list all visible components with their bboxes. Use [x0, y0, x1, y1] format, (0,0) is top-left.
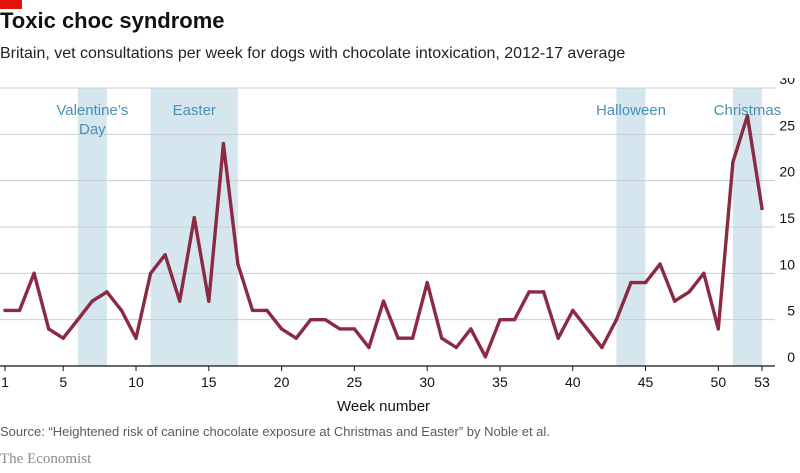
x-axis-title: Week number [337, 398, 430, 415]
x-tick-label-50: 50 [711, 374, 727, 390]
x-tick-label-35: 35 [492, 374, 508, 390]
data-point-week-3 [32, 271, 36, 276]
x-tick-label-10: 10 [128, 374, 144, 390]
data-point-week-31 [440, 336, 444, 340]
data-point-week-26 [367, 345, 371, 350]
x-tick-label-53: 53 [754, 374, 770, 390]
x-tick-label-15: 15 [201, 374, 217, 390]
x-tick-label-5: 5 [59, 374, 67, 390]
source-note: Source: “Heightened risk of canine choco… [0, 424, 550, 439]
data-point-week-30 [425, 280, 429, 285]
data-point-week-2 [17, 308, 22, 313]
y-tick-label-15: 15 [779, 210, 795, 226]
data-point-week-49 [702, 271, 706, 276]
y-tick-label-30: 30 [779, 78, 795, 87]
data-point-week-27 [381, 299, 386, 303]
data-point-week-52 [745, 114, 750, 118]
x-tick-label-1: 1 [1, 374, 9, 390]
data-point-week-48 [687, 290, 691, 294]
economist-logo: The Economist [0, 451, 92, 467]
data-point-week-13 [177, 299, 182, 303]
y-tick-label-10: 10 [779, 256, 795, 272]
data-point-week-4 [46, 327, 51, 331]
x-tick-label-45: 45 [638, 374, 654, 390]
data-point-week-21 [294, 336, 298, 340]
data-point-week-25 [352, 327, 357, 331]
y-tick-label-0: 0 [787, 349, 795, 365]
data-point-week-10 [134, 336, 138, 340]
data-point-week-37 [527, 290, 531, 294]
chart-subtitle: Britain, vet consultations per week for … [0, 45, 626, 62]
y-tick-label-5: 5 [787, 303, 795, 319]
data-point-week-46 [658, 262, 662, 266]
data-point-week-40 [571, 308, 575, 313]
data-point-week-9 [119, 308, 124, 313]
data-point-week-35 [498, 317, 502, 322]
data-point-week-33 [469, 327, 473, 331]
y-tick-label-25: 25 [779, 117, 795, 133]
data-point-week-36 [512, 317, 517, 322]
data-point-week-1 [3, 308, 7, 313]
chart-title: Toxic choc syndrome [0, 8, 225, 33]
data-point-week-38 [541, 290, 546, 294]
x-tick-label-30: 30 [419, 374, 435, 390]
data-point-week-51 [731, 160, 735, 164]
data-point-week-53 [760, 206, 764, 211]
band-label-0: Valentine’s Day [56, 102, 128, 138]
data-point-week-50 [716, 327, 721, 331]
x-tick-label-25: 25 [347, 374, 363, 390]
data-point-week-45 [643, 280, 648, 285]
band-label-1: Easter [173, 102, 216, 119]
data-point-week-14 [192, 216, 196, 220]
series-line [3, 114, 764, 359]
data-point-week-6 [76, 317, 80, 322]
data-point-week-8 [105, 290, 109, 294]
data-point-week-11 [148, 271, 153, 276]
x-tick-label-40: 40 [565, 374, 581, 390]
data-point-week-7 [90, 299, 95, 303]
data-point-week-18 [250, 308, 255, 313]
data-point-week-12 [163, 253, 167, 257]
data-point-week-44 [629, 280, 633, 285]
data-point-week-39 [556, 336, 560, 340]
data-point-week-17 [236, 262, 240, 266]
data-point-week-41 [585, 327, 590, 331]
data-point-week-5 [61, 336, 65, 340]
data-point-week-24 [338, 327, 342, 331]
data-point-week-20 [279, 327, 284, 331]
data-point-week-42 [600, 345, 604, 350]
data-point-week-28 [396, 336, 400, 340]
band-label-3: Christmas [714, 102, 782, 119]
data-point-week-32 [454, 345, 458, 350]
y-tick-label-20: 20 [779, 164, 795, 180]
data-point-week-16 [221, 141, 226, 146]
data-point-week-22 [309, 317, 313, 322]
band-label-2: Halloween [596, 102, 666, 119]
data-point-week-15 [207, 299, 211, 303]
data-point-week-19 [265, 308, 269, 313]
data-point-week-23 [323, 317, 327, 322]
data-point-week-43 [614, 317, 619, 322]
data-point-week-34 [483, 355, 488, 359]
brand-red-tag [0, 0, 22, 9]
data-point-week-47 [672, 299, 677, 303]
data-point-week-29 [410, 336, 415, 340]
x-tick-label-20: 20 [274, 374, 290, 390]
